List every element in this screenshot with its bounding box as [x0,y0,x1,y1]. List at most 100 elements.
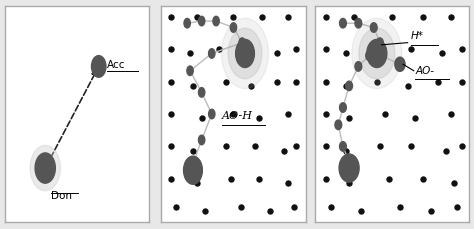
Circle shape [339,142,346,152]
Circle shape [376,39,383,48]
Point [237,205,245,209]
Point [167,16,175,19]
Point [244,48,252,52]
Point [266,210,273,213]
Point [322,80,330,84]
Point [447,16,455,19]
Point [167,48,175,52]
Point [458,48,465,52]
Point [322,16,330,19]
Text: AO-: AO- [415,66,434,76]
Text: Don: Don [51,190,72,200]
Point [404,85,411,88]
Point [259,16,266,19]
Point [350,16,357,19]
Point [193,16,201,19]
Circle shape [199,88,205,98]
Circle shape [230,24,237,33]
Point [292,80,300,84]
Circle shape [35,153,55,183]
Point [215,48,223,52]
Point [442,149,450,153]
Point [373,48,381,52]
Point [172,205,179,209]
Point [255,117,263,121]
Point [229,113,237,116]
Circle shape [190,159,196,169]
Point [357,210,365,213]
Point [284,182,292,185]
Circle shape [346,82,353,91]
Point [284,113,292,116]
Circle shape [355,63,362,72]
Point [222,145,230,149]
Point [292,48,300,52]
Point [251,145,259,149]
Circle shape [352,19,402,89]
Circle shape [355,19,362,29]
Point [193,182,201,185]
Point [385,177,393,181]
Point [189,149,197,153]
Circle shape [199,136,205,145]
Point [389,16,396,19]
Circle shape [184,19,191,29]
Circle shape [366,52,373,61]
Point [322,113,330,116]
Point [327,205,335,209]
Point [345,117,353,121]
Point [342,52,350,56]
Point [198,117,205,121]
Point [292,145,300,149]
Point [438,52,445,56]
Point [381,113,388,116]
Point [167,80,175,84]
Point [342,149,350,153]
Point [280,149,288,153]
Circle shape [187,67,193,76]
Point [450,182,457,185]
Circle shape [209,49,215,59]
Text: Acc: Acc [108,60,126,70]
Point [222,80,230,84]
Circle shape [221,19,268,89]
Circle shape [213,17,219,27]
Circle shape [395,58,405,72]
Circle shape [367,40,387,68]
Circle shape [239,39,246,48]
Point [453,205,461,209]
Point [322,48,330,52]
Circle shape [91,56,106,78]
Circle shape [339,19,346,29]
Point [376,145,384,149]
Circle shape [339,103,346,113]
Point [273,52,281,56]
Point [435,80,442,84]
Circle shape [228,29,262,79]
Circle shape [359,29,395,79]
Point [189,85,197,88]
Point [227,177,234,181]
Text: AO-H: AO-H [222,111,253,121]
Point [373,80,381,84]
Point [322,145,330,149]
Point [255,177,263,181]
Point [407,145,414,149]
Circle shape [236,40,255,68]
Point [247,85,255,88]
Point [167,145,175,149]
Circle shape [209,110,215,119]
Point [342,85,350,88]
Point [407,48,414,52]
Point [411,117,419,121]
Point [322,177,330,181]
Circle shape [199,17,205,27]
Point [396,205,404,209]
Text: H*: H* [410,31,424,41]
Point [345,182,353,185]
Circle shape [30,146,60,191]
Point [458,80,465,84]
Point [419,16,427,19]
Point [201,210,209,213]
Point [291,205,298,209]
